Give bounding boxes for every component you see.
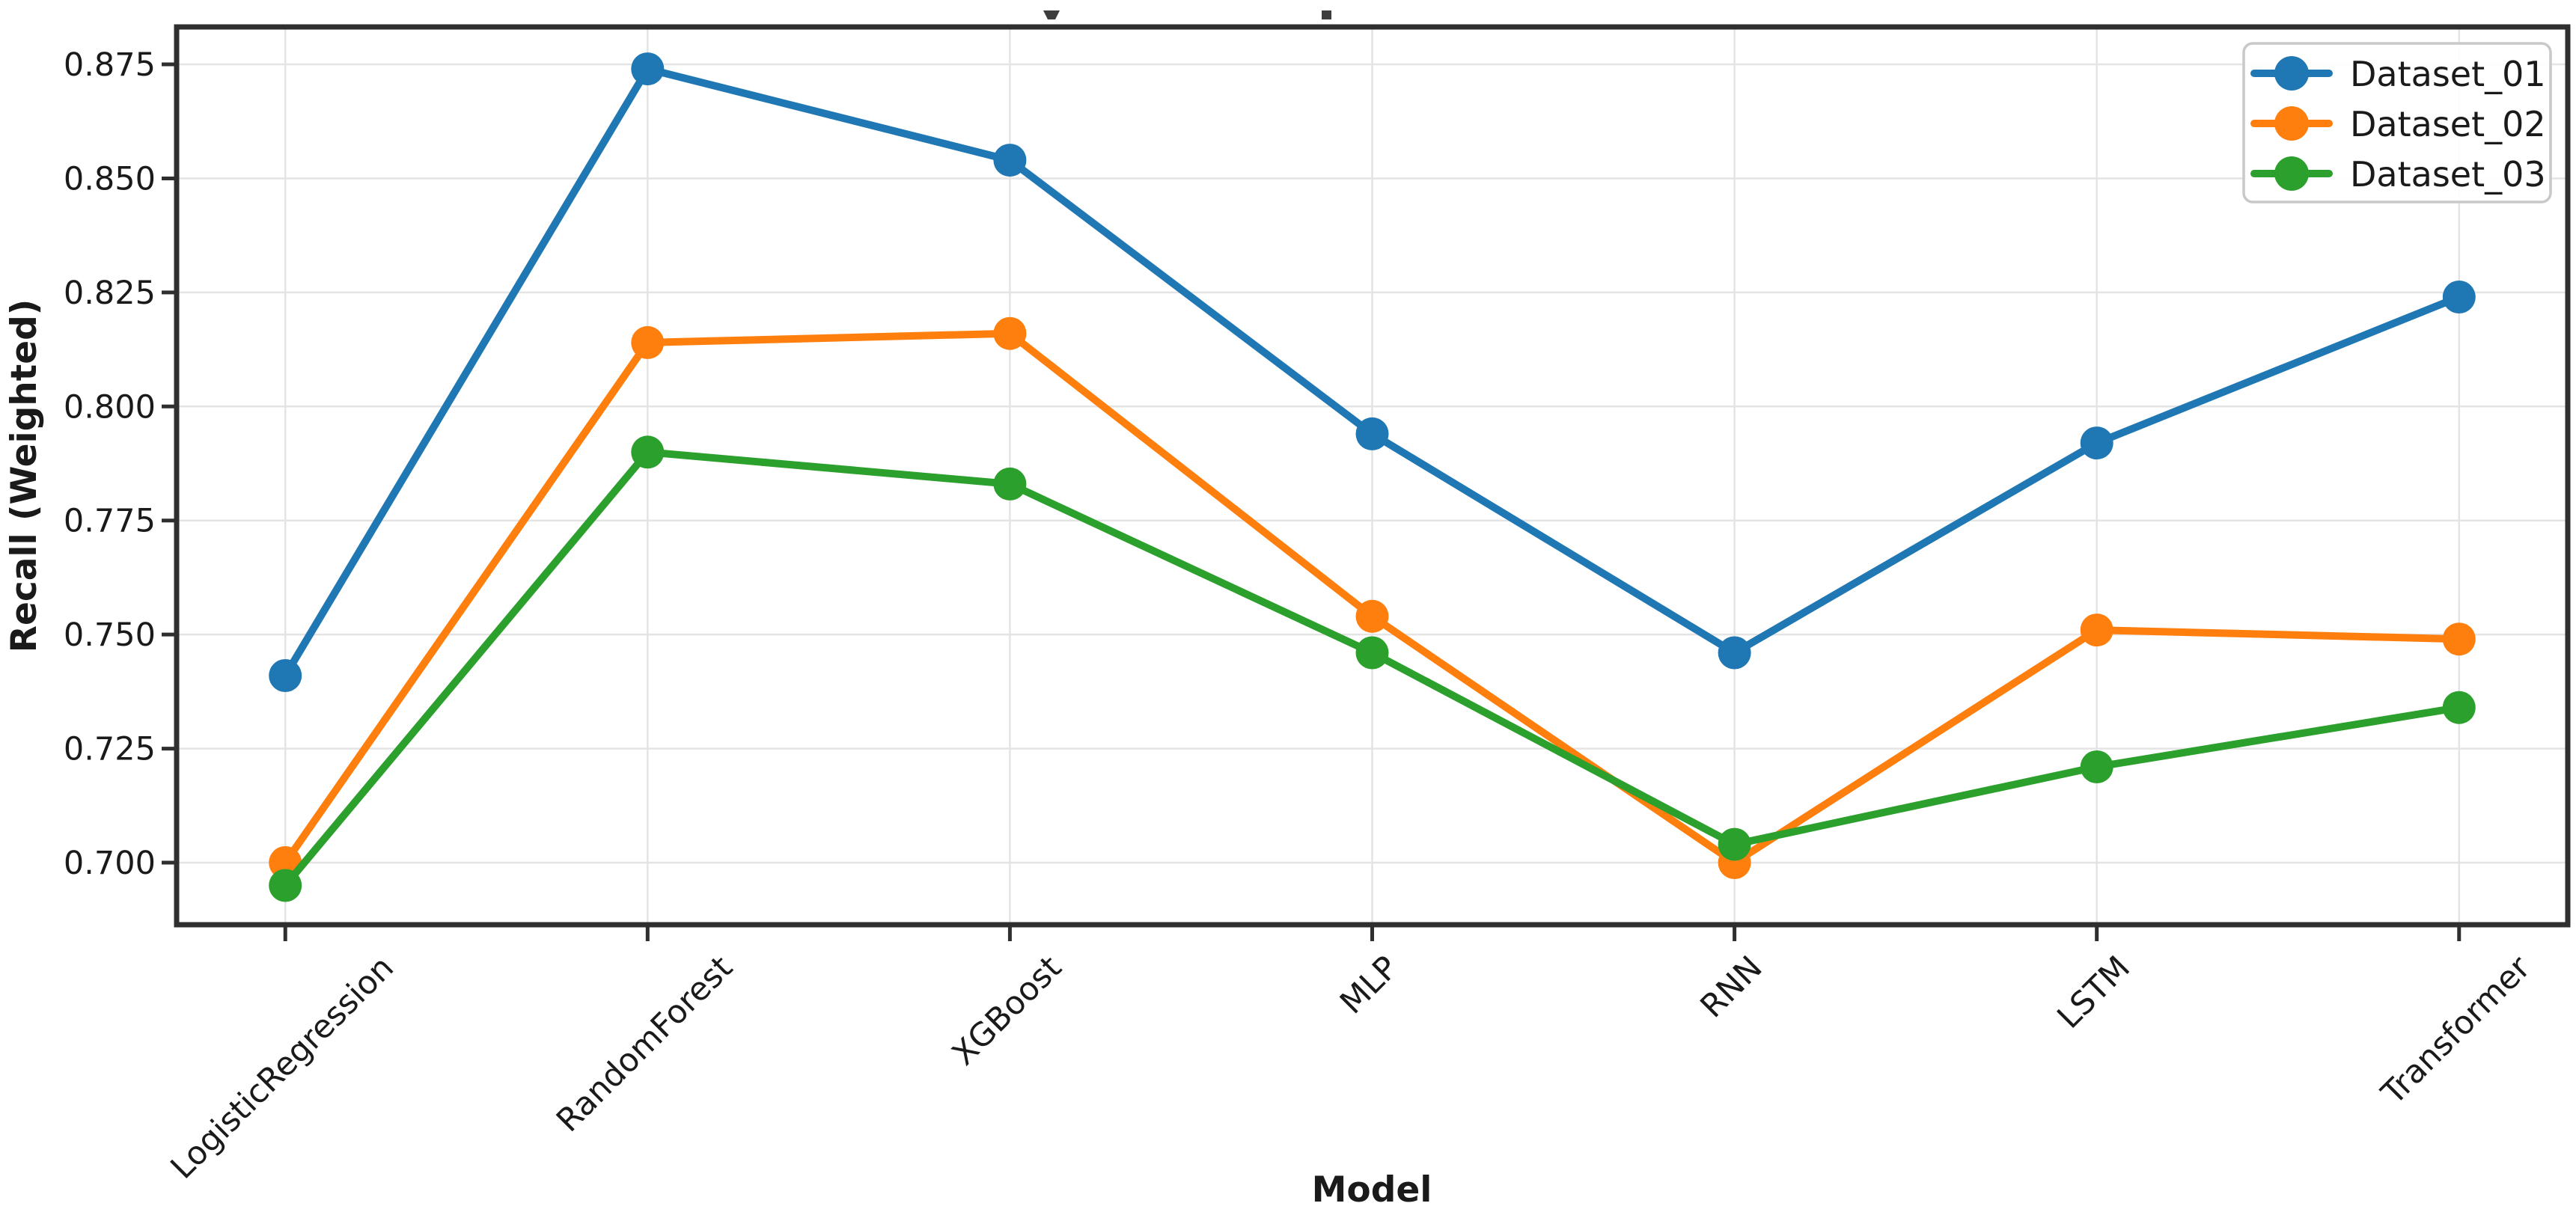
data-point-Dataset_01-MLP bbox=[1355, 417, 1389, 450]
data-point-Dataset_03-LSTM bbox=[2080, 750, 2113, 783]
legend-marker-Dataset_01 bbox=[2274, 56, 2309, 91]
y-axis-label: Recall (Weighted) bbox=[4, 299, 45, 652]
legend: Dataset_01 Dataset_02 Dataset_03 bbox=[2242, 42, 2552, 203]
y-tick-label: 0.775 bbox=[64, 503, 156, 540]
y-tick-label: 0.750 bbox=[64, 616, 156, 654]
data-point-Dataset_03-Transformer bbox=[2442, 691, 2476, 724]
y-tick-label: 0.700 bbox=[64, 845, 156, 882]
data-point-Dataset_01-LogisticRegression bbox=[269, 659, 302, 692]
cropped-title-fragments bbox=[1043, 10, 1331, 19]
legend-marker-Dataset_03 bbox=[2274, 156, 2309, 191]
data-point-Dataset_02-MLP bbox=[1355, 599, 1389, 633]
data-point-Dataset_02-RandomForest bbox=[631, 325, 665, 359]
axes-spines bbox=[174, 24, 2571, 928]
legend-entry-label: Dataset_03 bbox=[2350, 154, 2546, 195]
data-point-Dataset_01-Transformer bbox=[2442, 281, 2476, 313]
data-point-Dataset_01-RNN bbox=[1718, 636, 1751, 670]
data-point-Dataset_01-LSTM bbox=[2080, 426, 2113, 460]
data-point-Dataset_02-Transformer bbox=[2442, 622, 2476, 656]
data-point-Dataset_03-RandomForest bbox=[631, 435, 665, 469]
series-layer bbox=[269, 52, 2476, 902]
x-axis-label: Model bbox=[1312, 1169, 1432, 1211]
y-tick-label: 0.800 bbox=[64, 388, 156, 426]
legend-marker-Dataset_02 bbox=[2274, 106, 2309, 141]
cropped-title-fragment bbox=[1043, 10, 1060, 19]
y-tick-label: 0.725 bbox=[64, 731, 156, 768]
data-point-Dataset_03-LogisticRegression bbox=[269, 869, 302, 902]
legend-box bbox=[2242, 42, 2552, 203]
y-tick-label: 0.875 bbox=[64, 46, 156, 84]
data-point-Dataset_03-XGBoost bbox=[993, 467, 1027, 501]
axes-layer bbox=[162, 24, 2571, 941]
data-point-Dataset_02-LSTM bbox=[2080, 613, 2113, 647]
data-point-Dataset_02-XGBoost bbox=[993, 316, 1027, 350]
y-tick-label: 0.850 bbox=[64, 160, 156, 198]
data-point-Dataset_01-RandomForest bbox=[631, 52, 665, 86]
data-point-Dataset_01-XGBoost bbox=[993, 144, 1027, 177]
legend-entry-label: Dataset_02 bbox=[2350, 104, 2546, 144]
data-point-Dataset_03-RNN bbox=[1718, 827, 1751, 861]
data-point-Dataset_03-MLP bbox=[1355, 636, 1389, 670]
legend-entry-label: Dataset_01 bbox=[2350, 54, 2546, 94]
y-tick-label: 0.825 bbox=[64, 275, 156, 312]
cropped-title-fragment bbox=[1322, 10, 1331, 19]
